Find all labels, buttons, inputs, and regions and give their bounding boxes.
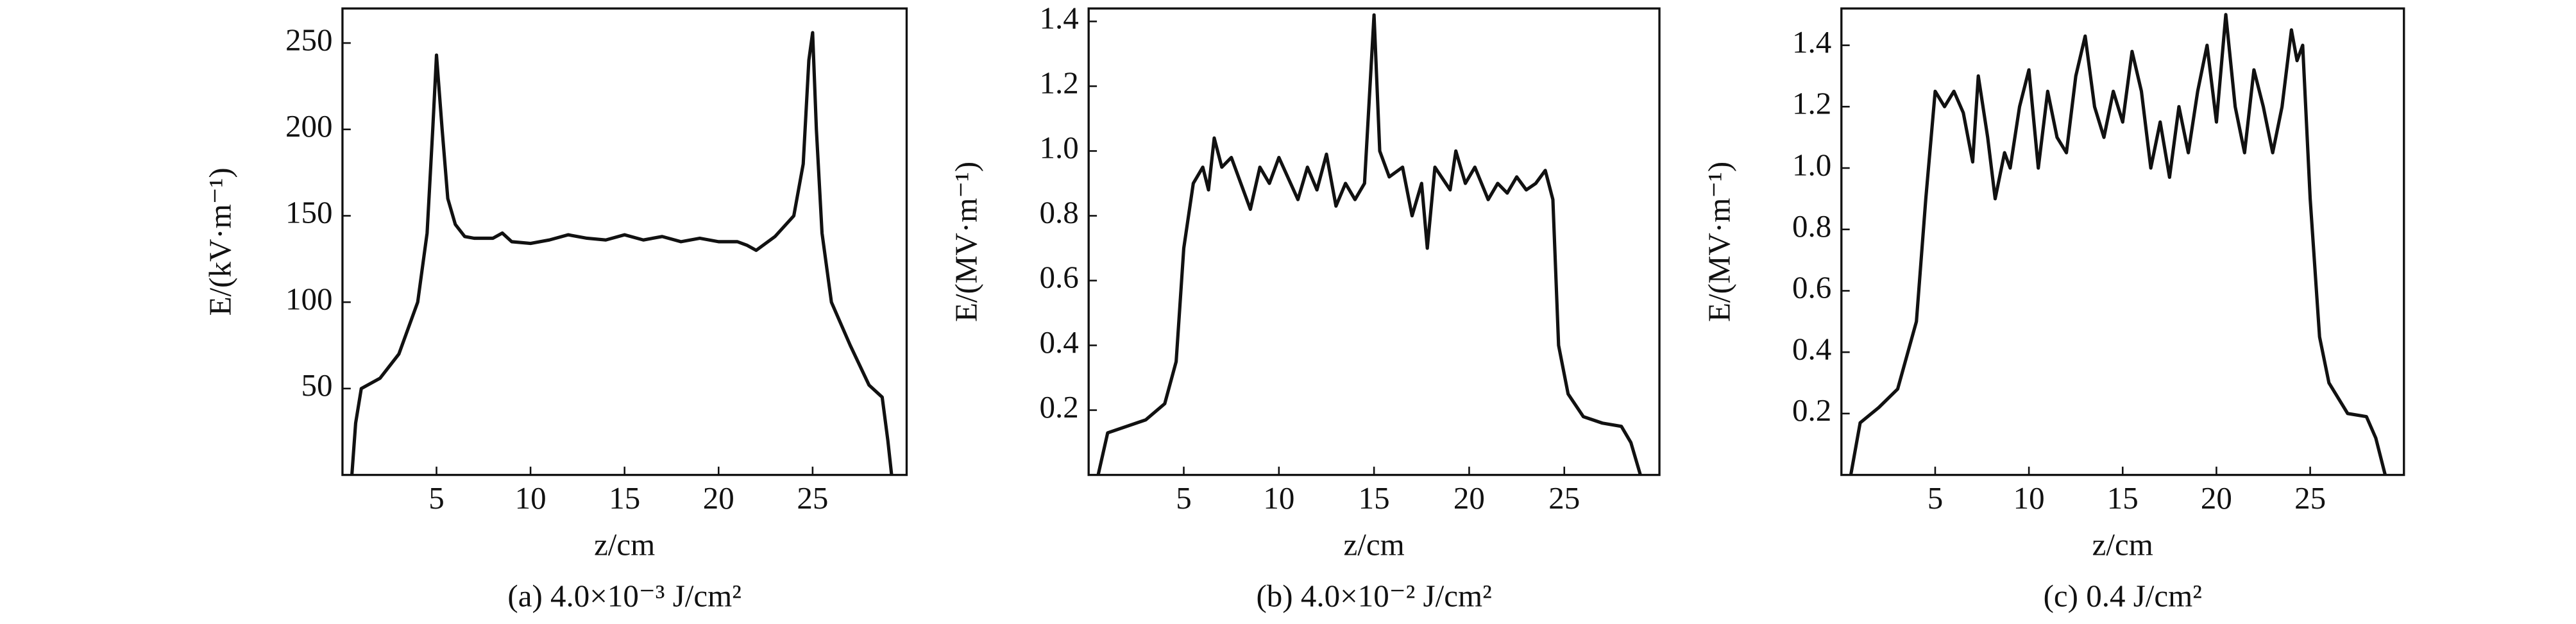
- x-tick-label: 25: [797, 480, 828, 516]
- y-tick-label: 150: [285, 195, 333, 230]
- y-axis-label: E/(MV·m⁻¹): [1701, 162, 1736, 322]
- caption: (b) 4.0×10⁻² J/cm²: [1256, 578, 1491, 613]
- x-tick-label: 5: [1176, 480, 1192, 516]
- data-line: [350, 31, 894, 475]
- x-tick-label: 25: [1548, 480, 1580, 516]
- x-tick-label: 5: [1928, 480, 1944, 516]
- y-tick-label: 1.4: [1039, 1, 1078, 36]
- x-tick-label: 20: [1453, 480, 1485, 516]
- y-tick-label: 50: [301, 367, 332, 403]
- y-tick-label: 0.2: [1792, 392, 1831, 428]
- y-tick-label: 0.8: [1792, 208, 1831, 244]
- x-tick-label: 15: [2107, 480, 2139, 516]
- x-tick-label: 15: [1359, 480, 1390, 516]
- x-tick-label: 10: [2013, 480, 2045, 516]
- y-tick-label: 0.4: [1039, 325, 1078, 360]
- y-tick-label: 1.0: [1039, 130, 1078, 165]
- y-tick-label: 250: [285, 22, 333, 57]
- y-tick-label: 200: [285, 108, 333, 144]
- x-tick-label: 10: [1263, 480, 1294, 516]
- x-axis-label: z/cm: [1344, 527, 1405, 562]
- y-tick-label: 0.8: [1039, 195, 1078, 230]
- x-tick-label: 20: [703, 480, 734, 516]
- y-tick-label: 1.2: [1039, 65, 1078, 101]
- caption: (c) 0.4 J/cm²: [2044, 578, 2202, 613]
- y-axis-label: E/(kV·m⁻¹): [202, 167, 237, 316]
- caption: (a) 4.0×10⁻³ J/cm²: [507, 578, 741, 613]
- x-axis-label: z/cm: [2092, 527, 2153, 562]
- x-tick-label: 20: [2201, 480, 2232, 516]
- y-tick-label: 100: [285, 281, 333, 316]
- x-tick-label: 10: [515, 480, 547, 516]
- data-line: [1096, 13, 1642, 476]
- y-tick-label: 0.6: [1792, 270, 1831, 305]
- x-tick-label: 15: [609, 480, 640, 516]
- data-line: [1849, 13, 2387, 476]
- y-tick-label: 1.0: [1792, 147, 1831, 182]
- y-tick-label: 0.6: [1039, 260, 1078, 295]
- y-tick-label: 1.4: [1792, 24, 1831, 60]
- y-tick-label: 1.2: [1792, 86, 1831, 121]
- y-tick-label: 0.2: [1039, 389, 1078, 425]
- x-tick-label: 25: [2294, 480, 2326, 516]
- x-axis-label: z/cm: [594, 527, 655, 562]
- y-tick-label: 0.4: [1792, 331, 1831, 366]
- x-tick-label: 5: [428, 480, 445, 516]
- plot-frame: [1840, 7, 2405, 476]
- y-axis-label: E/(MV·m⁻¹): [949, 162, 984, 322]
